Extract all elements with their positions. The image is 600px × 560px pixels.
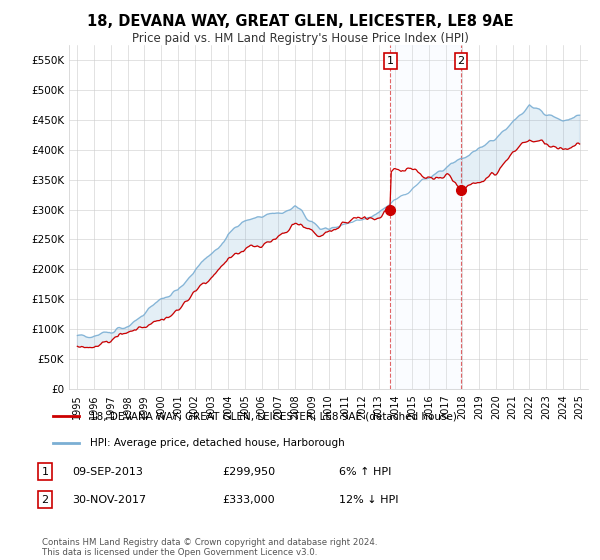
Text: Contains HM Land Registry data © Crown copyright and database right 2024.
This d: Contains HM Land Registry data © Crown c… [42,538,377,557]
Text: Price paid vs. HM Land Registry's House Price Index (HPI): Price paid vs. HM Land Registry's House … [131,32,469,45]
Text: HPI: Average price, detached house, Harborough: HPI: Average price, detached house, Harb… [89,438,344,448]
Text: £333,000: £333,000 [222,494,275,505]
Text: 2: 2 [41,494,49,505]
Text: 6% ↑ HPI: 6% ↑ HPI [339,466,391,477]
Text: 12% ↓ HPI: 12% ↓ HPI [339,494,398,505]
Text: 2: 2 [458,56,464,66]
Text: 1: 1 [41,466,49,477]
Text: 09-SEP-2013: 09-SEP-2013 [72,466,143,477]
Text: 1: 1 [387,56,394,66]
Text: 18, DEVANA WAY, GREAT GLEN, LEICESTER, LE8 9AE (detached house): 18, DEVANA WAY, GREAT GLEN, LEICESTER, L… [89,412,457,422]
Text: £299,950: £299,950 [222,466,275,477]
Text: 18, DEVANA WAY, GREAT GLEN, LEICESTER, LE8 9AE: 18, DEVANA WAY, GREAT GLEN, LEICESTER, L… [86,14,514,29]
Text: 30-NOV-2017: 30-NOV-2017 [72,494,146,505]
